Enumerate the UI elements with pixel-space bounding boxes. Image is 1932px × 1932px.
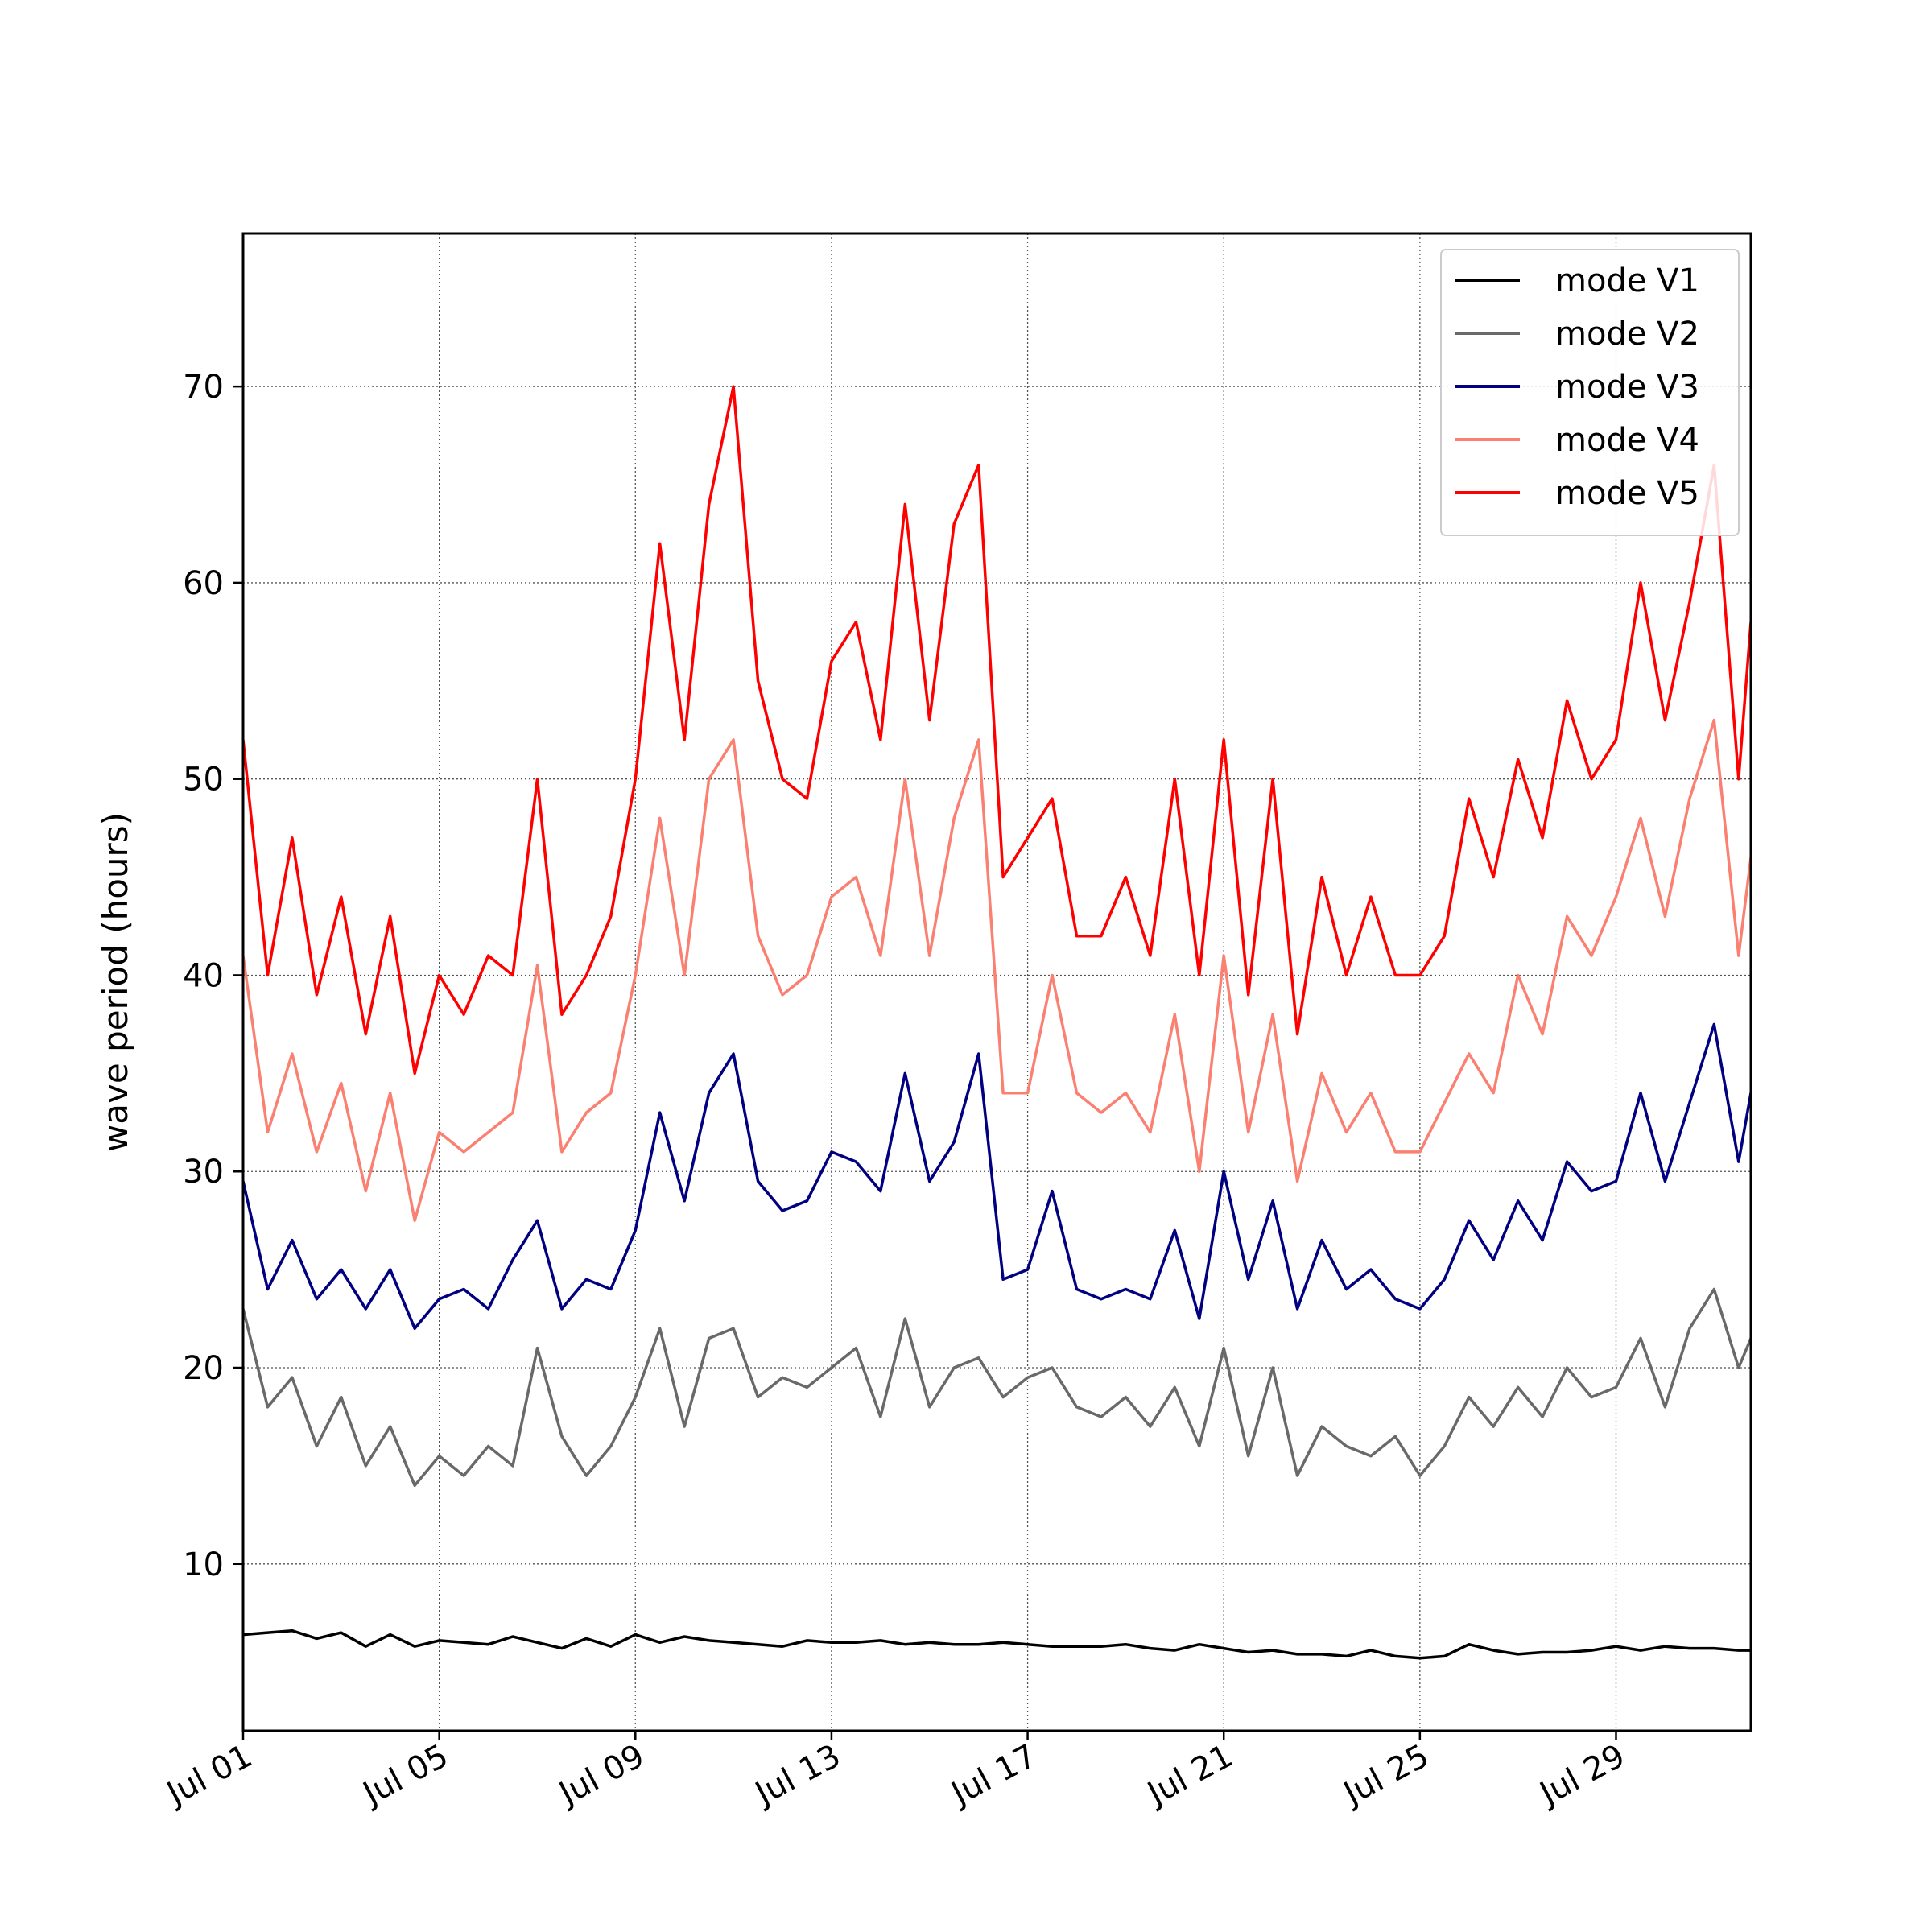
series-line-v2: [243, 1287, 1751, 1488]
y-tick-label: 20: [183, 1350, 224, 1387]
series-line-v1: [243, 1629, 1751, 1660]
legend-label: mode V4: [1555, 422, 1699, 459]
series-line-v3: [243, 1022, 1751, 1331]
y-tick-label: 40: [183, 957, 224, 994]
y-tick-label: 60: [183, 565, 224, 602]
series-line-v4: [243, 718, 1751, 1222]
y-tick-label: 30: [183, 1154, 224, 1191]
legend-box: [1440, 249, 1740, 536]
plot-frame: [242, 232, 1752, 1732]
y-tick-label: 70: [183, 369, 224, 406]
series-lines: [243, 385, 1751, 1660]
legend-label: mode V1: [1555, 262, 1699, 299]
legend: mode V1 mode V2 mode V3 mode V4 mode V5: [1440, 249, 1740, 536]
legend-label: mode V5: [1555, 475, 1699, 512]
legend-label: mode V3: [1555, 369, 1699, 406]
legend-label: mode V2: [1555, 316, 1699, 353]
y-tick-label: 10: [183, 1546, 224, 1583]
y-axis-label: wave period (hours): [96, 812, 135, 1152]
series-line-v5: [243, 385, 1751, 1075]
y-axis: 10 20 30 40 50 60 70: [183, 369, 243, 1583]
y-tick-label: 50: [183, 762, 224, 799]
